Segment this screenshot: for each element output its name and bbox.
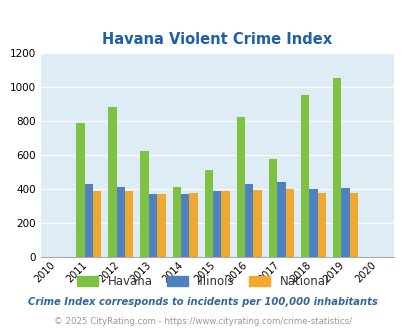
Legend: Havana, Illinois, National: Havana, Illinois, National [73, 272, 332, 292]
Bar [172, 187, 181, 257]
Bar [189, 193, 197, 257]
Bar [84, 184, 93, 257]
Bar [268, 159, 277, 257]
Bar [277, 182, 285, 257]
Bar [341, 188, 349, 257]
Bar [349, 193, 357, 257]
Bar [116, 187, 125, 257]
Text: Crime Index corresponds to incidents per 100,000 inhabitants: Crime Index corresponds to incidents per… [28, 297, 377, 307]
Bar [221, 191, 229, 257]
Bar [285, 189, 293, 257]
Bar [76, 123, 84, 257]
Bar [157, 194, 165, 257]
Bar [140, 151, 149, 257]
Bar [204, 170, 213, 257]
Bar [245, 184, 253, 257]
Bar [181, 194, 189, 257]
Bar [149, 194, 157, 257]
Bar [213, 191, 221, 257]
Bar [236, 117, 245, 257]
Bar [108, 107, 116, 257]
Bar [317, 193, 325, 257]
Bar [309, 189, 317, 257]
Bar [253, 189, 261, 257]
Bar [300, 95, 309, 257]
Bar [125, 191, 133, 257]
Bar [93, 191, 101, 257]
Bar [333, 78, 341, 257]
Text: © 2025 CityRating.com - https://www.cityrating.com/crime-statistics/: © 2025 CityRating.com - https://www.city… [54, 317, 351, 326]
Title: Havana Violent Crime Index: Havana Violent Crime Index [102, 32, 331, 48]
